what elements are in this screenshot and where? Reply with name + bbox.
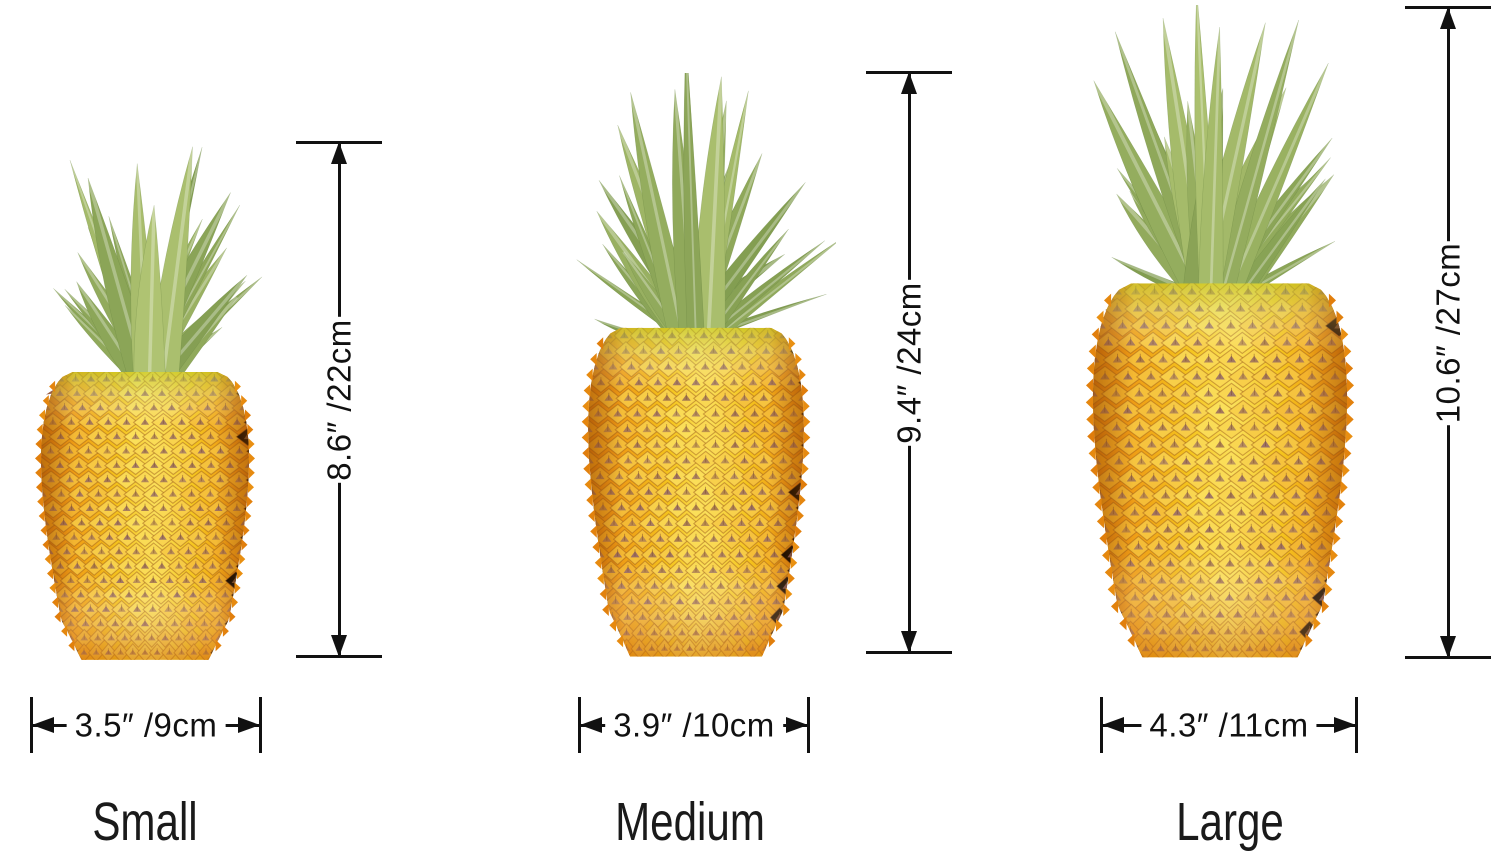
pineapple-edge-spikes (35, 380, 255, 652)
width-label-medium: 3.9″ /10cm (605, 708, 783, 742)
width-dimension-large: 4.3″ /11cm (1100, 697, 1358, 753)
arrow-down-icon (1440, 636, 1456, 658)
width-dimension-small: 3.5″ /9cm (30, 697, 262, 753)
arrow-right-icon (1334, 717, 1356, 733)
pineapple-edge-spikes (581, 337, 811, 648)
caption-small: Small (92, 792, 198, 852)
pineapple-body (1092, 283, 1348, 658)
pineapple-crown (1092, 5, 1336, 307)
height-label-small: 8.6″ /22cm (315, 316, 363, 483)
height-label-medium: 9.4″ /24cm (885, 279, 933, 446)
height-label-large: 10.6″ /27cm (1424, 240, 1472, 425)
arrow-left-icon (32, 717, 54, 733)
arrow-down-icon (331, 635, 347, 657)
pineapple-body (41, 372, 249, 660)
pineapple-body (588, 327, 804, 657)
height-dimension-small: 8.6″ /22cm (296, 141, 382, 658)
arrow-up-icon (901, 72, 917, 94)
pineapple-image-medium (556, 73, 836, 659)
pineapple-image-large (1055, 5, 1385, 660)
arrow-right-icon (786, 717, 808, 733)
arrow-left-icon (1102, 717, 1124, 733)
pineapple-crown (576, 73, 836, 350)
height-dimension-large: 10.6″ /27cm (1405, 6, 1491, 659)
arrow-left-icon (580, 717, 602, 733)
arrow-up-icon (1440, 7, 1456, 29)
width-dimension-medium: 3.9″ /10cm (578, 697, 810, 753)
caption-medium: Medium (615, 792, 765, 852)
pineapple-image-small (10, 130, 280, 662)
pineapple-edge-spikes (1085, 293, 1355, 648)
arrow-up-icon (331, 142, 347, 164)
pineapple-crown (52, 146, 263, 391)
caption-large: Large (1176, 792, 1284, 852)
width-label-large: 4.3″ /11cm (1141, 708, 1317, 742)
width-label-small: 3.5″ /9cm (66, 708, 226, 742)
arrow-down-icon (901, 631, 917, 653)
height-dimension-medium: 9.4″ /24cm (866, 71, 952, 654)
arrow-right-icon (238, 717, 260, 733)
